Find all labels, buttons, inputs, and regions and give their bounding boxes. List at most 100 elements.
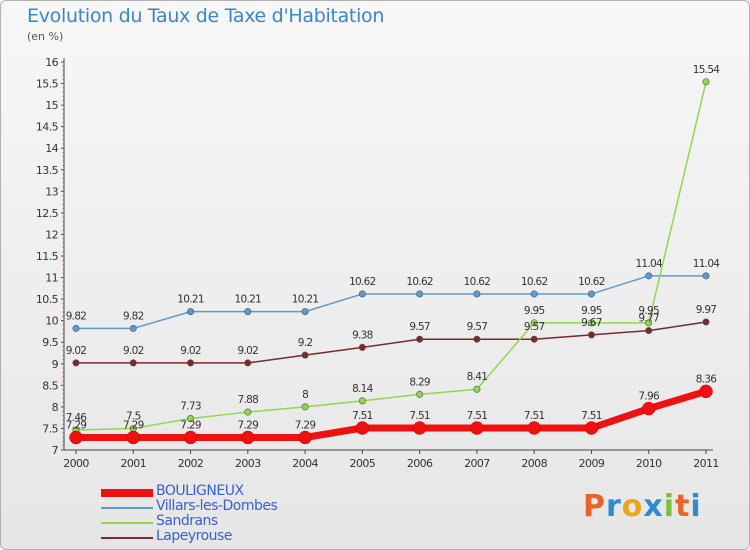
data-label: 9.95 — [524, 305, 545, 317]
data-point — [702, 78, 710, 86]
x-tick-label: 2011 — [693, 457, 719, 470]
data-label: 7.51 — [581, 410, 602, 422]
data-label: 15.54 — [693, 64, 721, 76]
data-point — [241, 430, 255, 445]
data-label: 9.02 — [238, 345, 259, 357]
x-tick-label: 2000 — [63, 457, 89, 470]
data-point — [702, 272, 710, 280]
data-point — [358, 290, 366, 298]
logo-letter: t — [675, 489, 691, 524]
y-tick-label: 14 — [45, 142, 58, 155]
data-label: 7.29 — [66, 419, 87, 431]
data-label: 7.96 — [638, 391, 660, 403]
data-point — [527, 421, 541, 435]
series-line-lapeyrouse — [76, 321, 707, 364]
data-point — [702, 318, 710, 326]
data-label: 7.51 — [352, 410, 373, 422]
data-point — [641, 401, 656, 416]
data-label: 8.14 — [352, 383, 374, 395]
logo-letter: P — [583, 489, 606, 524]
data-label: 10.21 — [292, 294, 319, 306]
data-label: 7.29 — [123, 419, 144, 431]
legend-swatch — [101, 507, 153, 509]
x-tick-label: 2003 — [235, 457, 261, 470]
y-tick-label: 13.5 — [36, 164, 59, 177]
data-point — [187, 415, 195, 423]
y-tick-label: 12 — [45, 228, 58, 241]
x-tick-label: 2008 — [521, 457, 547, 470]
legend-label: Lapeyrouse — [156, 528, 232, 544]
data-point — [358, 343, 366, 351]
data-point — [412, 421, 427, 435]
logo-letter: i — [663, 489, 676, 524]
data-point — [72, 324, 80, 332]
legend-label: Sandrans — [156, 513, 218, 529]
y-tick-label: 10 — [45, 315, 58, 328]
data-label: 11.04 — [693, 258, 721, 270]
series-line-bouligneux — [76, 388, 708, 441]
data-label: 9.82 — [66, 310, 87, 322]
series-line-villars-les-dombes — [76, 275, 706, 330]
y-tick-label: 13 — [45, 185, 58, 198]
data-point — [587, 319, 595, 327]
legend-swatch — [101, 537, 153, 539]
data-point — [244, 308, 252, 316]
data-point — [473, 335, 481, 343]
data-label: 9.57 — [409, 321, 430, 333]
data-label: 7.5 — [126, 410, 141, 422]
x-tick-label: 2007 — [464, 457, 490, 470]
data-label: 10.62 — [521, 276, 548, 288]
data-label: 8.41 — [467, 371, 488, 383]
data-label: 10.62 — [464, 276, 491, 288]
data-point — [645, 319, 653, 327]
data-point — [187, 359, 195, 367]
data-label: 9.02 — [180, 345, 201, 357]
data-label: 10.21 — [235, 294, 262, 306]
x-tick-label: 2009 — [579, 457, 605, 470]
data-point — [72, 359, 80, 367]
data-point — [416, 335, 424, 343]
data-label: 10.21 — [177, 294, 204, 306]
legend-item: Villars-les-Dombes — [101, 498, 361, 515]
data-point — [183, 430, 198, 445]
data-point — [530, 335, 538, 343]
data-point — [301, 403, 309, 411]
data-point — [416, 290, 424, 298]
data-label: 7.51 — [524, 410, 545, 422]
x-tick-label: 2004 — [292, 457, 318, 470]
legend-swatch — [101, 522, 153, 524]
data-point — [358, 397, 366, 405]
data-point — [129, 359, 137, 367]
data-point — [645, 272, 653, 280]
legend-label: BOULIGNEUX — [156, 483, 244, 499]
data-point — [587, 331, 595, 339]
data-point — [470, 421, 484, 435]
data-point — [530, 290, 538, 298]
data-label: 7.51 — [467, 410, 488, 422]
logo-letter: x — [643, 489, 664, 524]
data-point — [416, 390, 424, 398]
data-label: 7.88 — [238, 394, 259, 406]
legend-item: Lapeyrouse — [101, 528, 361, 545]
data-label: 7.46 — [66, 412, 88, 424]
data-point — [244, 408, 252, 416]
y-tick-label: 7 — [52, 444, 59, 457]
data-label: 9.82 — [123, 310, 144, 322]
data-label: 8.36 — [696, 373, 718, 385]
data-label: 9.57 — [467, 321, 488, 333]
data-label: 8 — [302, 389, 308, 401]
series-line-sandrans — [75, 81, 707, 431]
chart-title: Evolution du Taux de Taxe d'Habitation — [27, 5, 385, 27]
data-point — [69, 430, 83, 445]
data-label: 10.62 — [578, 276, 605, 288]
chart-subtitle: (en %) — [27, 30, 64, 43]
data-label: 9.02 — [66, 345, 87, 357]
x-tick-label: 2010 — [636, 457, 662, 470]
data-point — [126, 430, 141, 445]
data-label: 9.97 — [696, 304, 717, 316]
data-point — [355, 421, 370, 435]
y-tick-label: 11.5 — [36, 250, 59, 263]
y-tick-label: 9 — [52, 358, 59, 371]
y-tick-label: 11 — [45, 272, 58, 285]
